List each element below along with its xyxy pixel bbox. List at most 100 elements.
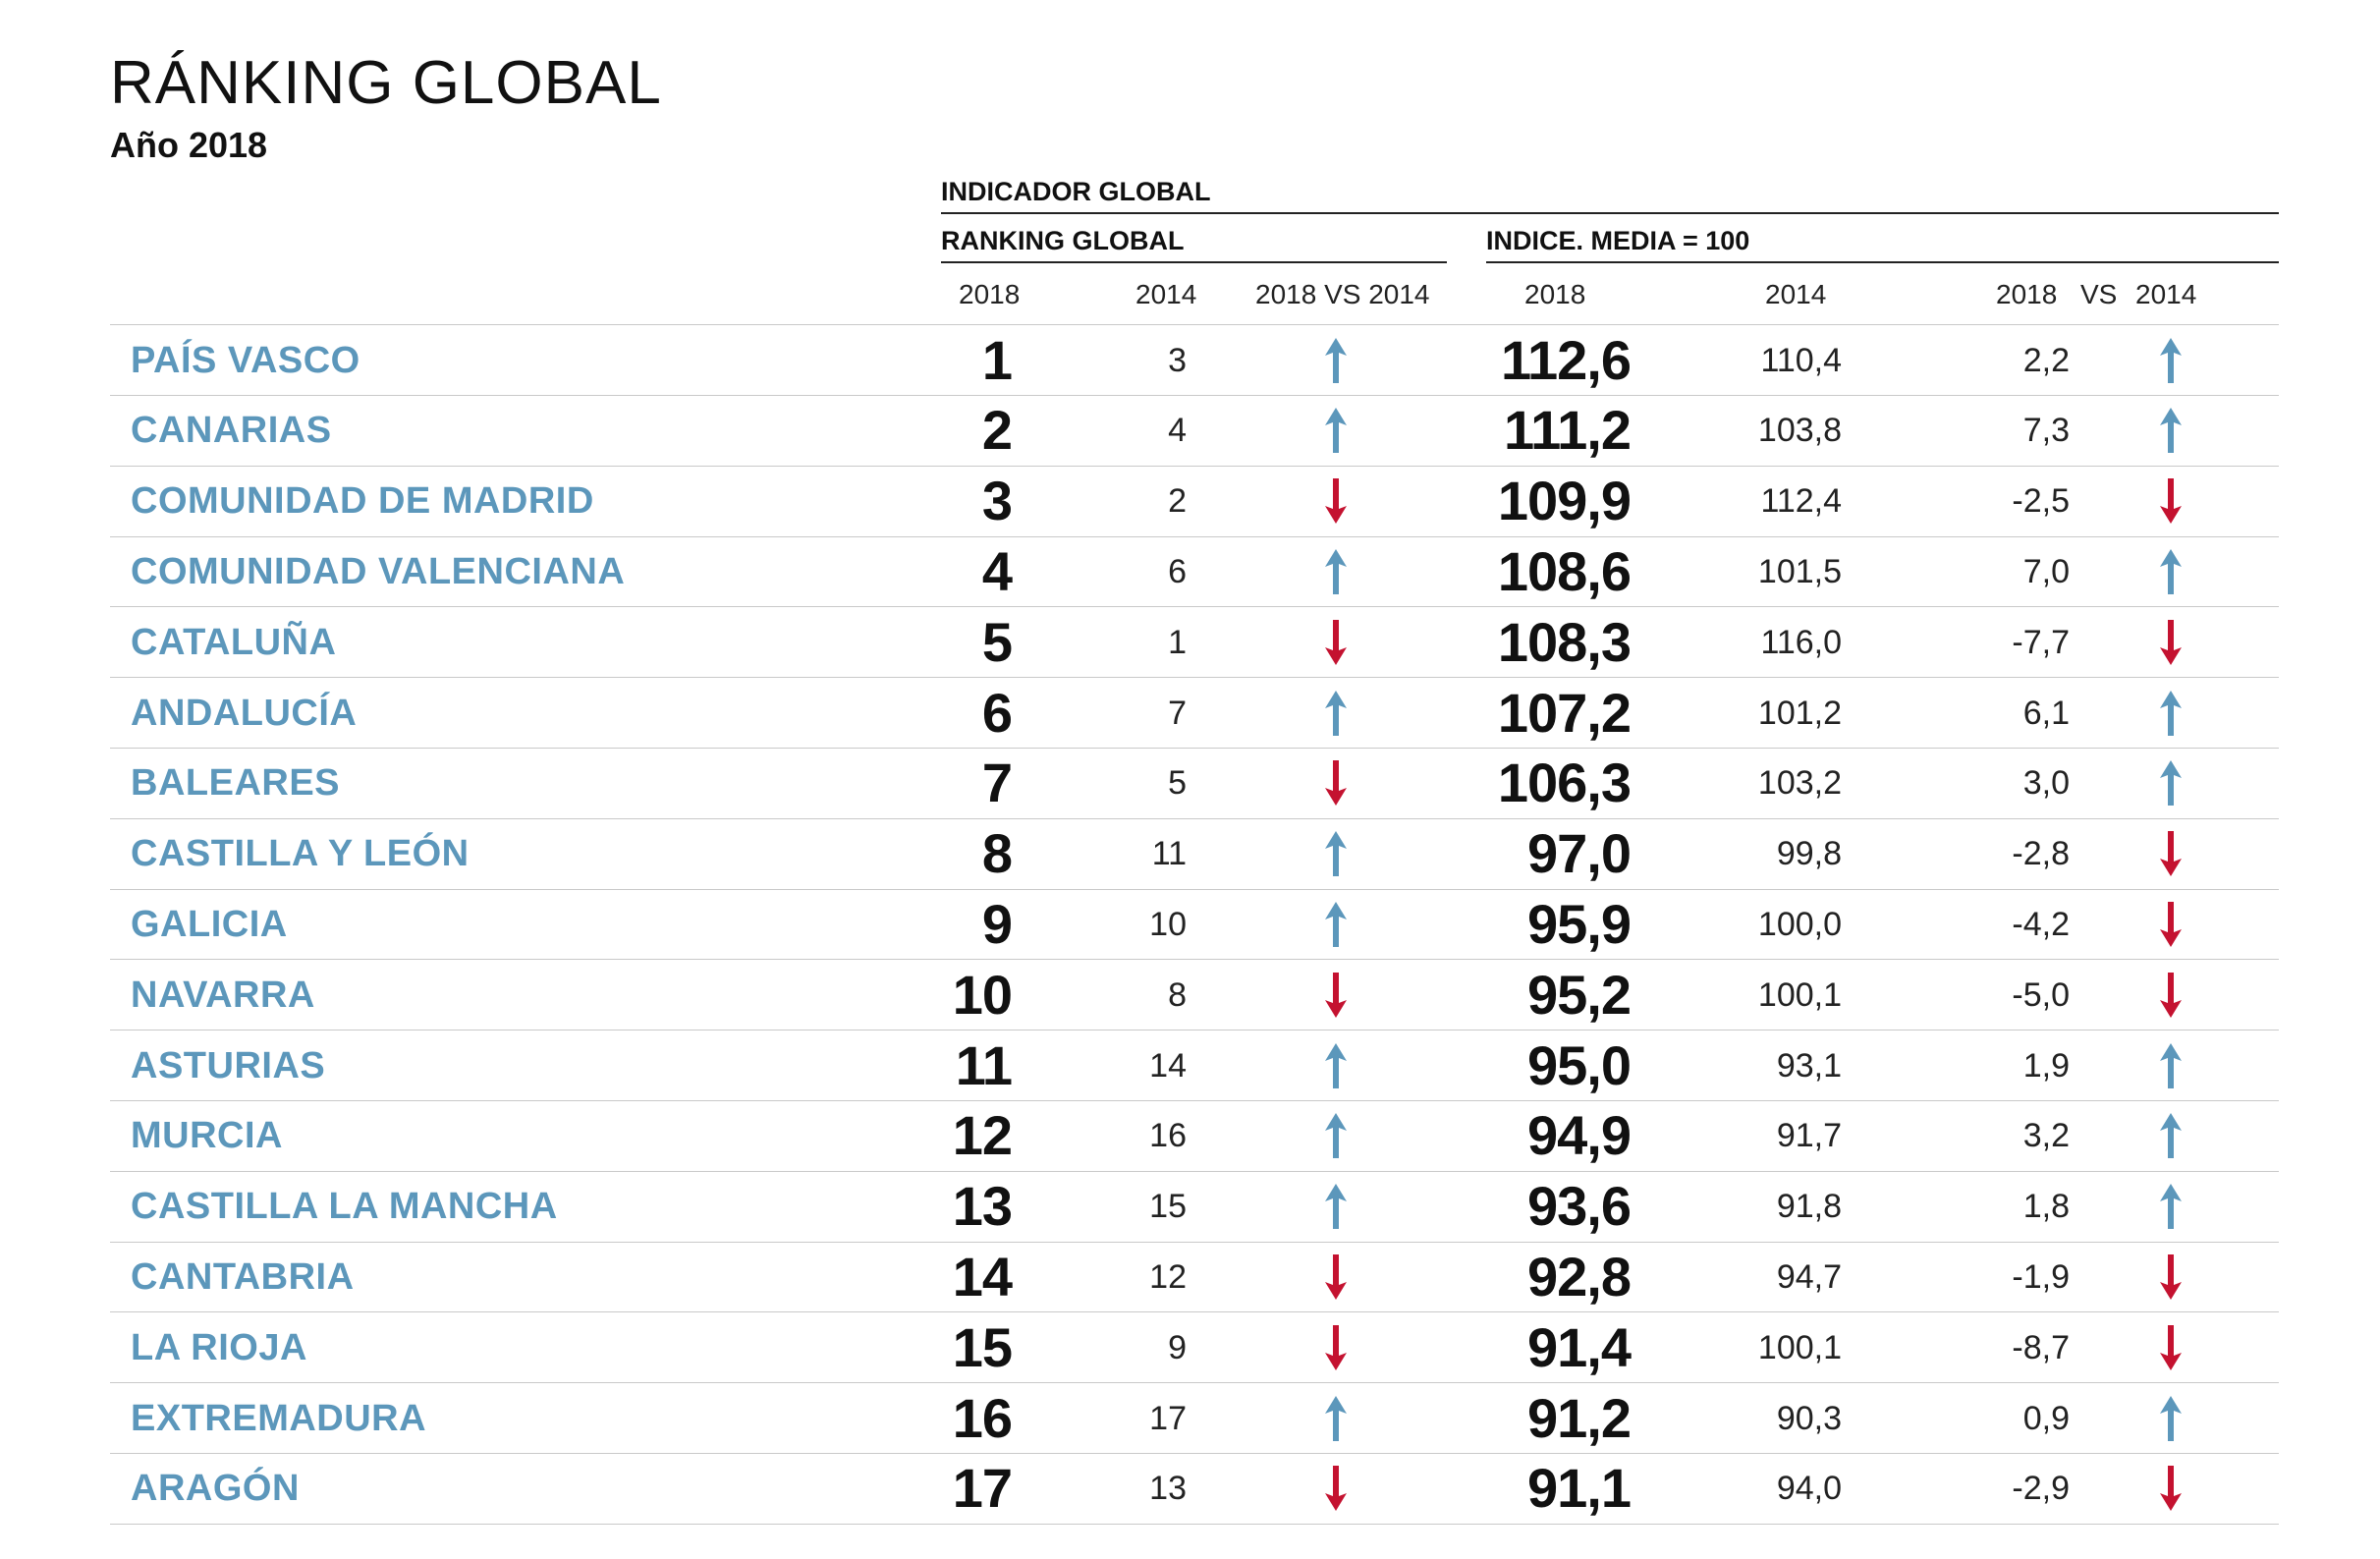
index-2014-value: 116,0 [1760, 623, 1842, 661]
index-diff-value: 2,2 [2022, 341, 2070, 379]
arrow-down-icon [2160, 619, 2182, 665]
arrow-up-icon [2160, 337, 2182, 383]
rank-trend-cell [1322, 536, 1350, 606]
arrow-up-icon [2160, 760, 2182, 807]
rank-2014-value: 5 [1168, 764, 1187, 803]
table-row: CASTILLA Y LEÓN 8 11 97,0 99,8 -2,8 [0, 819, 2380, 890]
index-diff-value: 0,9 [2022, 1399, 2070, 1437]
index-diff-value: -4,2 [2012, 905, 2070, 943]
index-2014-value: 103,8 [1757, 412, 1842, 450]
index-header-rule [1486, 261, 2279, 263]
index-2014-value: 100,0 [1757, 905, 1842, 943]
table-row: BALEARES 7 5 106,3 103,2 3,0 [0, 749, 2380, 819]
index-trend-cell [2157, 678, 2185, 748]
index-diff-value: 6,1 [2022, 694, 2070, 732]
arrow-down-icon [1325, 619, 1347, 665]
table-row: MURCIA 12 16 94,9 91,7 3,2 [0, 1101, 2380, 1172]
arrow-down-icon [1325, 972, 1347, 1018]
arrow-up-icon [2160, 1113, 2182, 1159]
rank-2014-value: 12 [1149, 1257, 1187, 1296]
region-name: ANDALUCÍA [131, 692, 358, 734]
rank-trend-cell [1322, 1242, 1350, 1311]
table-row: PAÍS VASCO 1 3 112,6 110,4 2,2 [0, 325, 2380, 396]
col-index-diff-vs: VS [2080, 279, 2118, 309]
arrow-up-icon [2160, 1395, 2182, 1441]
region-name: EXTREMADURA [131, 1397, 427, 1439]
arrow-up-icon [1325, 1184, 1347, 1230]
rank-trend-cell [1322, 749, 1350, 818]
arrow-down-icon [1325, 1324, 1347, 1370]
arrow-down-icon [2160, 1253, 2182, 1300]
index-2014-value: 100,1 [1757, 1328, 1842, 1366]
ranking-header-rule [941, 261, 1447, 263]
index-2018-value: 107,2 [1497, 681, 1632, 744]
arrow-down-icon [2160, 1466, 2182, 1512]
rank-trend-cell [1322, 1454, 1350, 1524]
row-divider [110, 748, 2279, 749]
arrow-down-icon [2160, 831, 2182, 877]
index-2018-value: 92,8 [1527, 1245, 1632, 1308]
arrow-down-icon [1325, 478, 1347, 525]
group-header-indicador-global: INDICADOR GLOBAL [941, 177, 1211, 206]
index-2014-value: 99,8 [1776, 835, 1842, 873]
index-2018-value: 108,3 [1497, 610, 1632, 673]
index-2014-value: 94,7 [1776, 1257, 1842, 1296]
index-2014-value: 100,1 [1757, 975, 1842, 1014]
table-row: CATALUÑA 5 1 108,3 116,0 -7,7 [0, 607, 2380, 679]
row-divider [110, 677, 2279, 679]
rank-trend-cell [1322, 819, 1350, 889]
row-divider [110, 1311, 2279, 1313]
index-trend-cell [2157, 1030, 2185, 1100]
table-row: CANTABRIA 14 12 92,8 94,7 -1,9 [0, 1242, 2380, 1313]
region-name: COMUNIDAD VALENCIANA [131, 550, 626, 592]
col-index-2018: 2018 [1524, 279, 1586, 309]
index-2018-value: 91,2 [1527, 1386, 1632, 1449]
rank-2014-value: 2 [1168, 482, 1187, 521]
index-trend-cell [2157, 889, 2185, 959]
index-trend-cell [2157, 1454, 2185, 1524]
region-name: NAVARRA [131, 974, 315, 1016]
row-divider [110, 888, 2279, 890]
arrow-up-icon [2160, 1042, 2182, 1088]
index-diff-value: 7,0 [2022, 552, 2070, 590]
index-diff-value: -8,7 [2012, 1328, 2070, 1366]
row-divider [110, 959, 2279, 961]
index-diff-value: -7,7 [2012, 623, 2070, 661]
rank-2014-value: 14 [1149, 1046, 1187, 1085]
index-diff-value: -2,8 [2012, 835, 2070, 873]
region-name: GALICIA [131, 903, 288, 945]
index-trend-cell [2157, 396, 2185, 466]
index-trend-cell [2157, 960, 2185, 1030]
row-divider [110, 1170, 2279, 1172]
rank-2018-value: 13 [952, 1175, 1013, 1238]
arrow-up-icon [1325, 690, 1347, 736]
region-name: CASTILLA LA MANCHA [131, 1186, 558, 1228]
arrow-up-icon [1325, 337, 1347, 383]
region-name: CASTILLA Y LEÓN [131, 833, 470, 875]
arrow-up-icon [1325, 831, 1347, 877]
index-diff-value: 1,9 [2022, 1046, 2070, 1085]
rank-2014-value: 13 [1149, 1470, 1187, 1508]
rank-2018-value: 15 [952, 1315, 1013, 1378]
rank-2014-value: 1 [1168, 623, 1187, 661]
row-divider [110, 465, 2279, 467]
index-2018-value: 112,6 [1500, 328, 1632, 391]
row-divider [110, 1241, 2279, 1243]
rank-trend-cell [1322, 1383, 1350, 1453]
arrow-down-icon [2160, 1324, 2182, 1370]
arrow-down-icon [2160, 478, 2182, 525]
region-name: COMUNIDAD DE MADRID [131, 480, 594, 523]
rank-2014-value: 9 [1168, 1328, 1187, 1366]
index-2014-value: 110,4 [1760, 341, 1842, 379]
table-row: CANARIAS 2 4 111,2 103,8 7,3 [0, 396, 2380, 467]
rank-2014-value: 16 [1149, 1117, 1187, 1155]
index-trend-cell [2157, 1383, 2185, 1453]
group-header-rule [941, 212, 2279, 214]
index-diff-value: 3,0 [2022, 764, 2070, 803]
index-2014-value: 94,0 [1776, 1470, 1842, 1508]
index-diff-value: 3,2 [2022, 1117, 2070, 1155]
rank-2014-value: 10 [1149, 905, 1187, 943]
col-index-2014: 2014 [1765, 279, 1827, 309]
rank-trend-cell [1322, 1101, 1350, 1171]
rank-2014-value: 11 [1151, 835, 1187, 873]
